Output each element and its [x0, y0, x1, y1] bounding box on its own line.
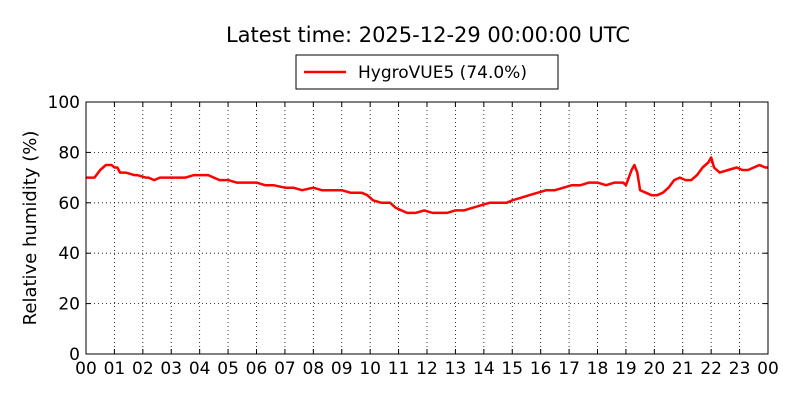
ticks: [85, 101, 769, 355]
x-tick-label: 02: [132, 359, 154, 379]
y-tick-label: 20: [58, 295, 80, 315]
y-tick-label: 60: [58, 194, 80, 214]
x-tick-label: 13: [445, 359, 467, 379]
legend: HygroVUE5 (74.0%): [295, 54, 559, 90]
x-tick-label: 18: [587, 359, 609, 379]
x-tick-label: 04: [189, 359, 211, 379]
x-tick-label: 09: [331, 359, 353, 379]
x-tick-label: 03: [160, 359, 182, 379]
x-tick-label: 00: [75, 359, 97, 379]
x-tick-label: 21: [672, 359, 694, 379]
x-tick-label: 23: [729, 359, 751, 379]
grid: [86, 102, 768, 354]
chart-title: Latest time: 2025-12-29 00:00:00 UTC: [226, 23, 630, 47]
x-tick-label: 20: [644, 359, 666, 379]
x-tick-label: 08: [303, 359, 325, 379]
plot-border: [85, 101, 769, 355]
x-tick-label: 17: [558, 359, 580, 379]
x-tick-label: 07: [274, 359, 296, 379]
tick-labels: 00 01 02 03 04 05 06 07 08 09 10 11 12 13 14 15 16 17 18 19…: [48, 93, 779, 379]
y-tick-label: 0: [69, 345, 80, 365]
y-tick-label: 80: [58, 143, 80, 163]
legend-label: HygroVUE5 (74.0%): [358, 63, 527, 83]
x-tick-label: 19: [615, 359, 637, 379]
y-tick-label: 100: [48, 93, 80, 113]
x-tick-label: 10: [359, 359, 381, 379]
y-axis-label: Relative humidity (%): [20, 131, 41, 326]
y-tick-label: 40: [58, 244, 80, 264]
series-line: [86, 156, 768, 215]
x-tick-label: 01: [104, 359, 126, 379]
x-tick-label: 15: [501, 359, 523, 379]
x-tick-label: 14: [473, 359, 495, 379]
x-tick-label: 12: [416, 359, 438, 379]
x-tick-label: 00: [757, 359, 779, 379]
x-tick-label: 11: [388, 359, 410, 379]
x-tick-label: 16: [530, 359, 552, 379]
x-tick-label: 06: [246, 359, 268, 379]
x-tick-label: 22: [700, 359, 722, 379]
plot-frame: [85, 101, 769, 355]
x-tick-label: 05: [217, 359, 239, 379]
series: [86, 156, 768, 215]
